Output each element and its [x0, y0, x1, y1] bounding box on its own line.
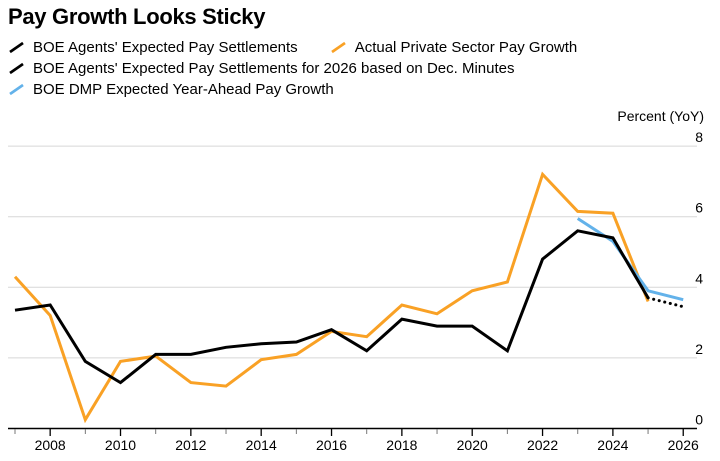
black-line-icon: [9, 41, 24, 54]
series-line-2: [14, 229, 650, 385]
y-tick-label: 6: [695, 200, 703, 216]
y-tick-label: 2: [695, 341, 703, 357]
legend: BOE Agents' Expected Pay Settlements Act…: [8, 39, 577, 98]
legend-row: BOE Agents' Expected Pay Settlements for…: [8, 60, 577, 77]
x-tick-label: 2026: [668, 437, 699, 453]
x-tick-label: 2018: [386, 437, 417, 453]
chart-title: Pay Growth Looks Sticky: [8, 4, 266, 29]
legend-row: BOE DMP Expected Year-Ahead Pay Growth: [8, 81, 577, 98]
y-tick-label: 4: [695, 270, 703, 286]
y-axis-title: Percent (YoY): [617, 108, 704, 124]
legend-item-agents-settlements: BOE Agents' Expected Pay Settlements: [8, 39, 298, 56]
legend-item-dmp-expected: BOE DMP Expected Year-Ahead Pay Growth: [8, 81, 334, 98]
x-tick-label: 2020: [457, 437, 488, 453]
dotted-black-line-icon: [9, 62, 24, 75]
y-tick-label: 8: [695, 129, 703, 145]
legend-label: BOE DMP Expected Year-Ahead Pay Growth: [33, 81, 334, 98]
y-tick-label: 0: [695, 412, 703, 428]
legend-label: Actual Private Sector Pay Growth: [354, 39, 578, 56]
legend-item-agents-2026: BOE Agents' Expected Pay Settlements for…: [8, 60, 514, 77]
x-tick-label: 2014: [246, 437, 277, 453]
x-tick-label: 2008: [35, 437, 66, 453]
x-tick-label: 2024: [597, 437, 628, 453]
blue-line-icon: [9, 83, 24, 96]
legend-item-actual-pay: Actual Private Sector Pay Growth: [330, 39, 578, 56]
series-line-3: [646, 296, 685, 309]
series-line-0: [13, 171, 650, 424]
legend-label: BOE Agents' Expected Pay Settlements: [33, 39, 298, 56]
x-tick-label: 2022: [527, 437, 558, 453]
legend-row: BOE Agents' Expected Pay Settlements Act…: [8, 39, 577, 56]
orange-line-icon: [330, 41, 346, 54]
x-tick-label: 2016: [316, 437, 347, 453]
legend-label: BOE Agents' Expected Pay Settlements for…: [33, 60, 515, 77]
x-tick-label: 2010: [105, 437, 136, 453]
x-tick-label: 2012: [175, 437, 206, 453]
